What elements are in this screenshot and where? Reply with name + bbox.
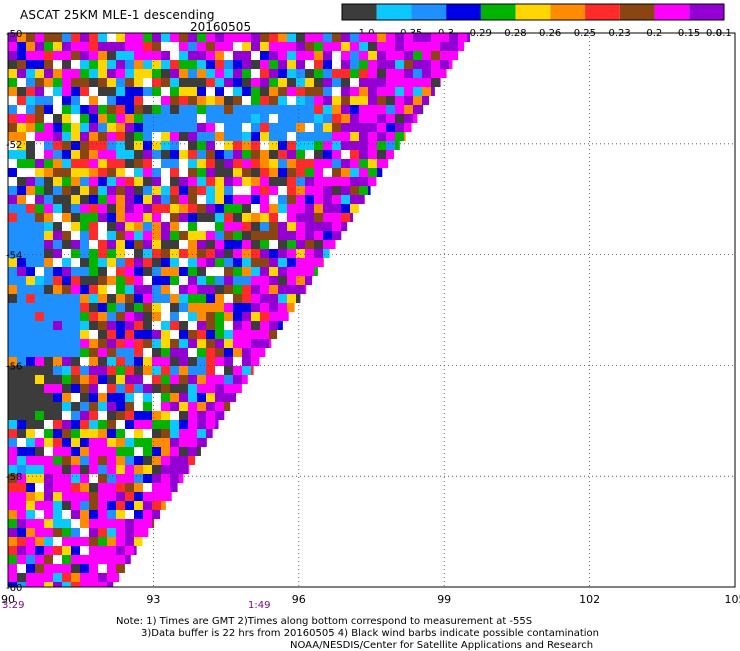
time-label-mid: 1:49 — [248, 600, 270, 611]
note-line-3: NOAA/NESDIS/Center for Satellite Applica… — [290, 640, 593, 651]
lon-tick-label: 93 — [146, 593, 160, 606]
note-line-1: Note: 1) Times are GMT 2)Times along bot… — [116, 616, 532, 627]
lon-tick-label: 105 — [725, 593, 740, 606]
lon-tick-label: 96 — [292, 593, 306, 606]
lon-tick-label: 102 — [579, 593, 600, 606]
time-label-start: 3:29 — [2, 600, 24, 611]
note-line-2: 3)Data buffer is 22 hrs from 20160505 4)… — [141, 628, 599, 639]
swath-cells — [8, 33, 470, 587]
swath-map: 90939699102105-50-52-54-56-58-60 — [0, 0, 740, 615]
lon-tick-label: 99 — [437, 593, 451, 606]
